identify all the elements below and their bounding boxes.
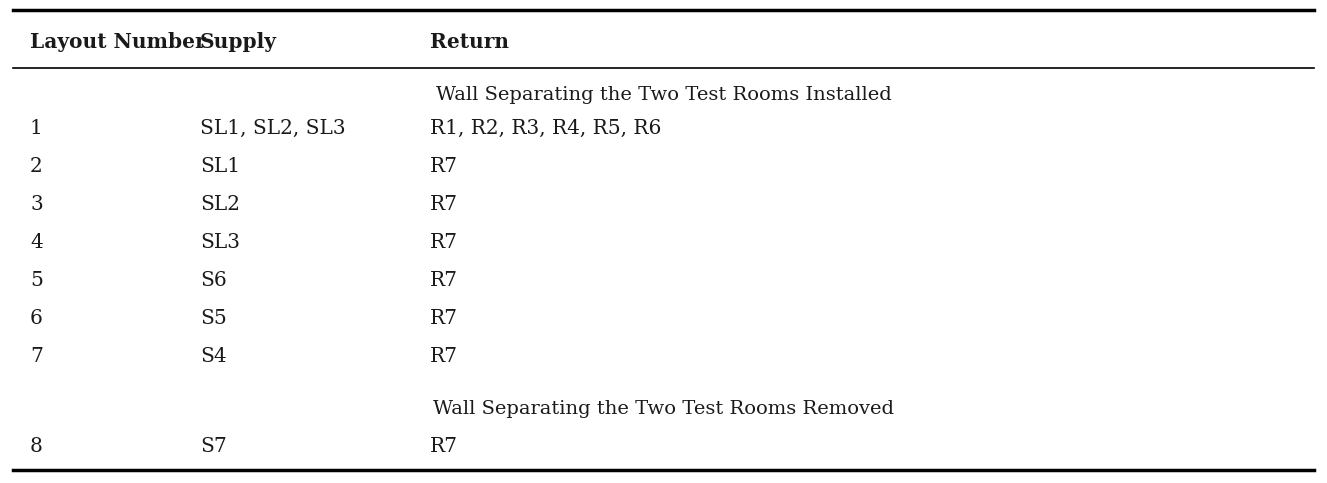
Text: S7: S7 (200, 438, 227, 456)
Text: SL1: SL1 (200, 156, 240, 175)
Text: R7: R7 (430, 270, 458, 289)
Text: 3: 3 (31, 195, 42, 213)
Text: R7: R7 (430, 438, 458, 456)
Text: S4: S4 (200, 346, 227, 366)
Text: 4: 4 (31, 232, 42, 252)
Text: SL3: SL3 (200, 232, 240, 252)
Text: R1, R2, R3, R4, R5, R6: R1, R2, R3, R4, R5, R6 (430, 118, 661, 138)
Text: Supply: Supply (200, 32, 277, 52)
Text: 2: 2 (31, 156, 42, 175)
Text: Return: Return (430, 32, 510, 52)
Text: S6: S6 (200, 270, 227, 289)
Text: R7: R7 (430, 195, 458, 213)
Text: R7: R7 (430, 309, 458, 327)
Text: R7: R7 (430, 346, 458, 366)
Text: S5: S5 (200, 309, 227, 327)
Text: R7: R7 (430, 232, 458, 252)
Text: Wall Separating the Two Test Rooms Removed: Wall Separating the Two Test Rooms Remov… (433, 400, 894, 418)
Text: Layout Number: Layout Number (31, 32, 206, 52)
Text: 6: 6 (31, 309, 42, 327)
Text: R7: R7 (430, 156, 458, 175)
Text: Wall Separating the Two Test Rooms Installed: Wall Separating the Two Test Rooms Insta… (435, 86, 892, 104)
Text: 7: 7 (31, 346, 42, 366)
Text: 5: 5 (31, 270, 42, 289)
Text: SL1, SL2, SL3: SL1, SL2, SL3 (200, 118, 345, 138)
Text: 8: 8 (31, 438, 42, 456)
Text: 1: 1 (31, 118, 42, 138)
Text: SL2: SL2 (200, 195, 240, 213)
